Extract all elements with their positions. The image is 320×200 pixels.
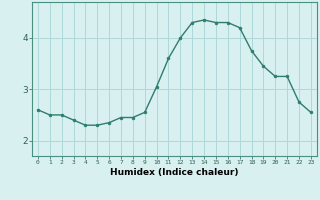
X-axis label: Humidex (Indice chaleur): Humidex (Indice chaleur) (110, 168, 239, 177)
